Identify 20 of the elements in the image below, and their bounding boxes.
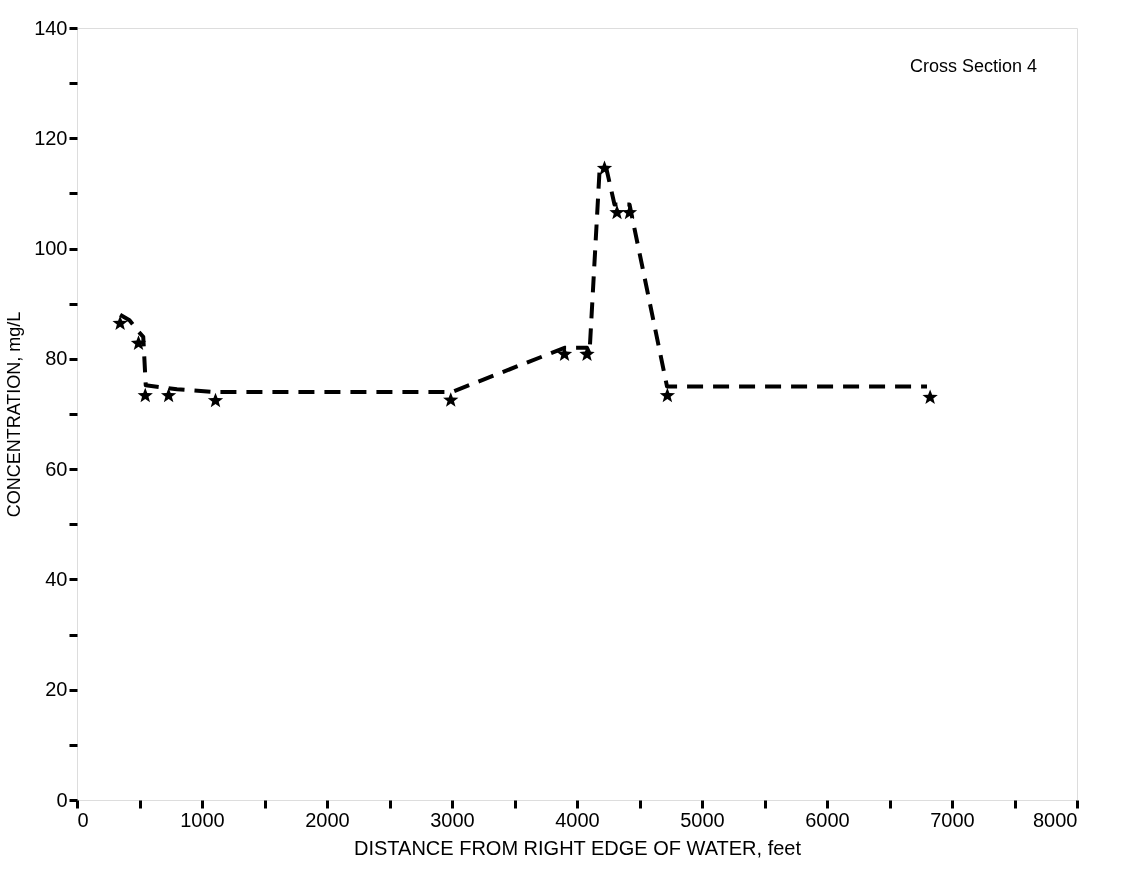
x-tick-label: 1000: [180, 808, 225, 831]
x-axis-title: DISTANCE FROM RIGHT EDGE OF WATER, feet: [353, 836, 802, 859]
y-tick-label: 80: [45, 347, 68, 370]
x-tick-label: 2000: [305, 808, 350, 831]
y-tick-label: 0: [56, 788, 68, 811]
x-tick-label: 0: [77, 808, 89, 831]
x-tick-label: 6000: [805, 808, 850, 831]
y-axis-title: CONCENTRATION, mg/L: [4, 311, 25, 518]
y-tick-label: 40: [45, 567, 68, 590]
x-tick-label: 4000: [555, 808, 600, 831]
x-tick-label: 5000: [680, 808, 725, 831]
x-tick-label: 7000: [930, 808, 975, 831]
y-tick-label: 120: [34, 126, 68, 149]
y-tick-label: 20: [45, 678, 68, 701]
y-tick-label: 60: [45, 457, 68, 480]
y-tick-label: 100: [34, 237, 68, 260]
x-tick-label: 3000: [430, 808, 475, 831]
x-tick-label: 8000: [1033, 808, 1078, 831]
annotation: Cross Section 4: [909, 56, 1037, 76]
y-tick-label: 140: [34, 16, 68, 39]
